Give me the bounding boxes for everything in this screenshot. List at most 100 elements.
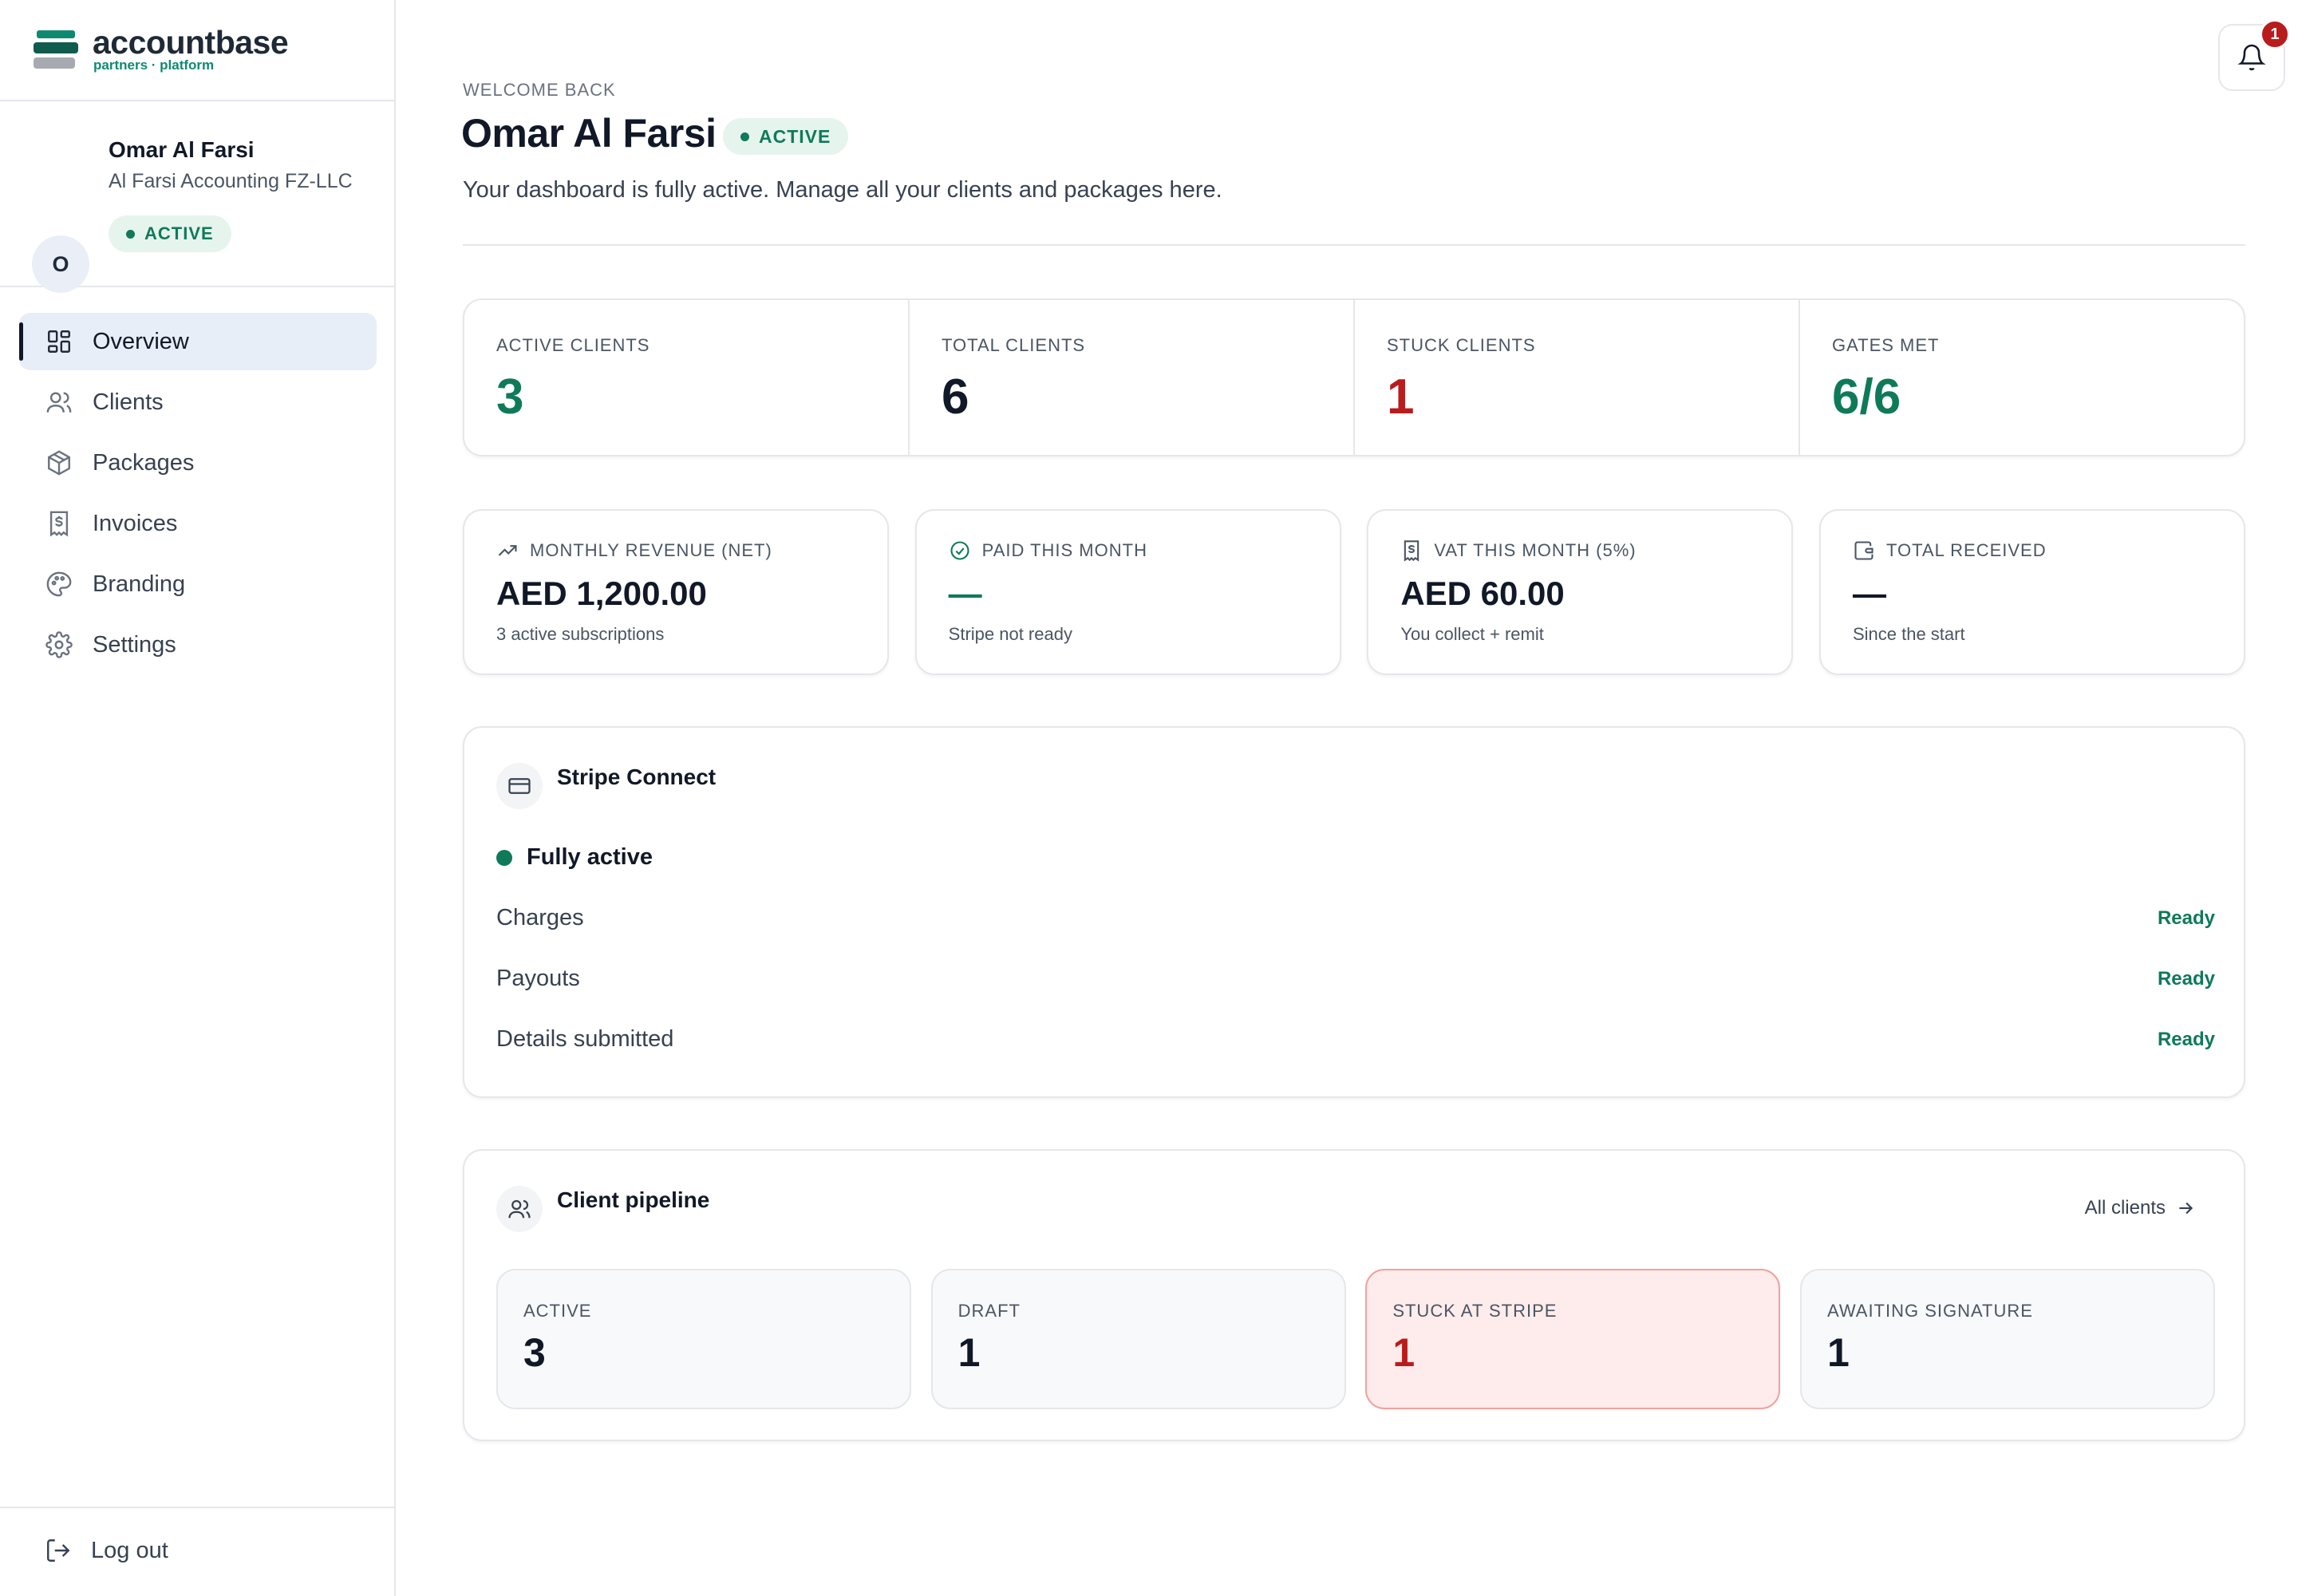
check-value: Ready [2157, 1028, 2215, 1050]
pipeline-stage-stuck-at-stripe[interactable]: STUCK AT STRIPE 1 [1365, 1269, 1781, 1409]
check-row-payouts: Payouts Ready [496, 966, 2215, 992]
sidebar-item-label: Packages [93, 449, 195, 476]
user-status-badge: ACTIVE [109, 215, 231, 252]
sidebar-item-label: Settings [93, 631, 176, 658]
fin-label-row: MONTHLY REVENUE (NET) [496, 539, 772, 562]
avatar: O [32, 235, 89, 293]
pipeline-stage-label: STUCK AT STRIPE [1392, 1301, 1558, 1321]
page-title: Omar Al Farsi [461, 111, 717, 156]
fin-label: MONTHLY REVENUE (NET) [530, 540, 772, 560]
grid-icon [45, 327, 73, 356]
sidebar-item-clients[interactable]: Clients [19, 373, 377, 431]
status-badge: ACTIVE [723, 118, 849, 155]
sidebar-item-settings[interactable]: Settings [19, 616, 377, 674]
stat-label: STUCK CLIENTS [1387, 335, 1536, 355]
gear-icon [45, 630, 73, 659]
stat-stuck-clients: STUCK CLIENTS 1 [1355, 300, 1800, 455]
stat-value: 6/6 [1832, 369, 1901, 425]
fin-sub: Since the start [1852, 624, 1965, 644]
check-row-charges: Charges Ready [496, 905, 2215, 931]
client-stats: ACTIVE CLIENTS 3 TOTAL CLIENTS 6 STUCK C… [463, 298, 2245, 456]
stat-value: 3 [496, 369, 524, 425]
sidebar-item-invoices[interactable]: Invoices [19, 495, 377, 552]
pipeline-stage-draft[interactable]: DRAFT 1 [930, 1269, 1346, 1409]
sidebar-item-label: Branding [93, 571, 186, 597]
card-title: Client pipeline [557, 1187, 710, 1212]
fin-label-row: TOTAL RECEIVED [1853, 539, 2047, 562]
brand-tagline: partners · platform [93, 57, 215, 73]
user-status-text: ACTIVE [144, 223, 214, 243]
stat-active-clients: ACTIVE CLIENTS 3 [464, 300, 910, 455]
fin-sub: 3 active subscriptions [496, 624, 665, 644]
stat-total-clients: TOTAL CLIENTS 6 [910, 300, 1355, 455]
sidebar-item-packages[interactable]: Packages [19, 434, 377, 492]
logout-icon [47, 1539, 70, 1562]
pipeline-stage-awaiting-signature[interactable]: AWAITING SIGNATURE 1 [1799, 1269, 2215, 1409]
sidebar-item-overview[interactable]: Overview [19, 313, 377, 370]
fin-value: — [1852, 575, 1886, 612]
fin-label-row: VAT THIS MONTH (5%) [1400, 539, 1636, 562]
bell-icon [2237, 44, 2266, 71]
sidebar: accountbase partners · platform O Overvi… [0, 0, 396, 1596]
stat-label: TOTAL CLIENTS [942, 335, 1086, 355]
stat-label: ACTIVE CLIENTS [496, 335, 650, 355]
pipeline-stage-label: ACTIVE [523, 1301, 592, 1321]
card-title: Stripe Connect [557, 764, 717, 789]
check-label: Details submitted [496, 1026, 674, 1052]
total-received-card: TOTAL RECEIVED — Since the start [1818, 509, 2245, 675]
user-profile: O [0, 101, 394, 293]
wallet-icon [1854, 541, 1874, 560]
check-value: Ready [2157, 907, 2215, 929]
fin-value: — [948, 575, 982, 612]
users-icon [45, 388, 73, 417]
check-circle-icon [950, 541, 969, 560]
check-label: Charges [496, 905, 584, 930]
receipt-icon [1404, 540, 1419, 562]
users-icon [496, 1186, 543, 1232]
stripe-status-text: Fully active [527, 844, 653, 870]
brand-name: accountbase [93, 24, 289, 61]
sidebar-item-branding[interactable]: Branding [19, 555, 377, 613]
stat-value: 1 [1387, 369, 1415, 425]
welcome-label: WELCOME BACK [463, 80, 616, 100]
sidebar-item-label: Invoices [93, 510, 178, 536]
fin-label: TOTAL RECEIVED [1885, 540, 2047, 560]
check-value: Ready [2157, 967, 2215, 990]
arrow-right-icon [2179, 1202, 2193, 1215]
page-subtitle: Your dashboard is fully active. Manage a… [463, 177, 1222, 203]
sidebar-item-label: Clients [93, 389, 164, 415]
client-pipeline-card: Client pipeline All clients ACTIVE 3 DRA… [463, 1149, 2245, 1441]
paid-this-month-card: PAID THIS MONTH — Stripe not ready [914, 509, 1341, 675]
user-company: Al Farsi Accounting FZ-LLC [109, 170, 353, 192]
header-divider [463, 244, 2245, 246]
stripe-connect-card: Stripe Connect Fully active Charges Read… [463, 726, 2245, 1098]
package-icon [45, 448, 73, 477]
notification-count-badge: 1 [2260, 19, 2290, 49]
brand-logo[interactable]: accountbase partners · platform [0, 0, 394, 101]
pipeline-stages: ACTIVE 3 DRAFT 1 STUCK AT STRIPE 1 AWAIT… [496, 1269, 2215, 1409]
sidebar-footer: Log out [0, 1507, 396, 1596]
fin-value: AED 60.00 [1400, 575, 1565, 612]
finance-cards: MONTHLY REVENUE (NET) AED 1,200.00 3 act… [463, 509, 2245, 675]
palette-icon [45, 570, 73, 598]
fin-sub: Stripe not ready [948, 624, 1072, 644]
vat-this-month-card: VAT THIS MONTH (5%) AED 60.00 You collec… [1367, 509, 1794, 675]
receipt-icon [45, 509, 73, 538]
stat-gates-met: GATES MET 6/6 [1800, 300, 2244, 455]
logout-label: Log out [91, 1537, 168, 1563]
pipeline-stage-label: AWAITING SIGNATURE [1826, 1301, 2033, 1321]
pipeline-stage-value: 1 [958, 1330, 981, 1375]
pipeline-stage-value: 1 [1392, 1330, 1416, 1375]
all-clients-label: All clients [2084, 1197, 2166, 1219]
pipeline-stage-value: 3 [523, 1330, 546, 1375]
fin-label-row: PAID THIS MONTH [949, 539, 1147, 562]
logout-button[interactable]: Log out [45, 1537, 168, 1564]
fin-value: AED 1,200.00 [496, 575, 707, 612]
monthly-revenue-card: MONTHLY REVENUE (NET) AED 1,200.00 3 act… [463, 509, 889, 675]
all-clients-link[interactable]: All clients [2085, 1197, 2196, 1219]
sidebar-item-label: Overview [93, 328, 189, 354]
fin-sub: You collect + remit [1400, 624, 1544, 644]
stat-label: GATES MET [1832, 335, 1940, 355]
status-dot-icon [496, 849, 512, 866]
pipeline-stage-active[interactable]: ACTIVE 3 [496, 1269, 911, 1409]
